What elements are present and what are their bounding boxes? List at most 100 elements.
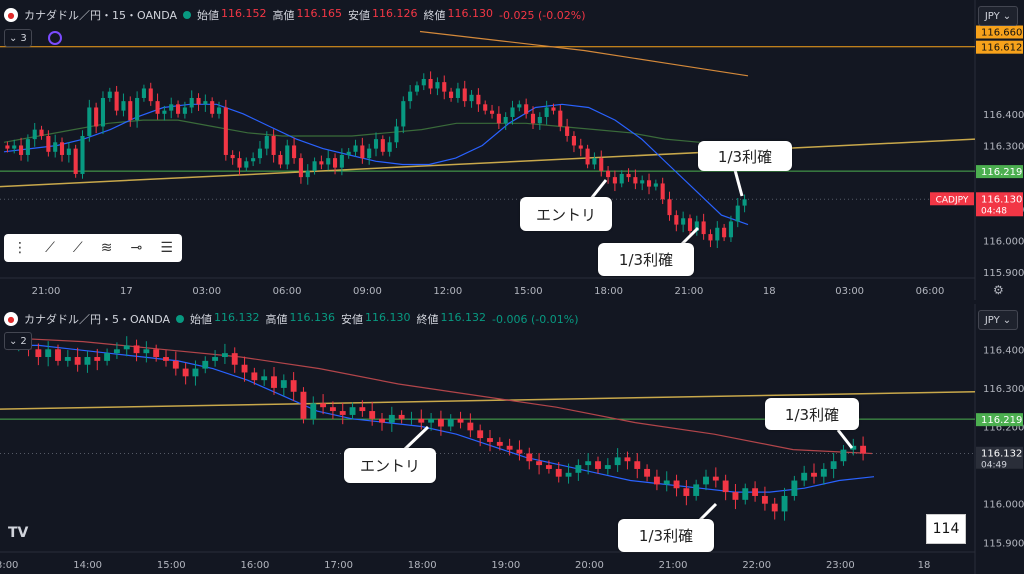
- candle-body: [121, 101, 126, 111]
- candle-body: [398, 414, 405, 419]
- annotation-take-profit-1[interactable]: 1/3利確: [698, 141, 792, 171]
- candle-body: [380, 139, 385, 152]
- candle-body: [329, 407, 336, 412]
- x-tick-label: 18: [918, 560, 931, 571]
- candle-body: [12, 145, 17, 149]
- gear-icon[interactable]: ⚙: [993, 283, 1004, 297]
- currency-select[interactable]: JPY ⌄: [978, 310, 1018, 330]
- y-tick-label: 115.900: [983, 268, 1024, 279]
- candle-body: [394, 126, 399, 143]
- x-tick-label: 21:00: [659, 560, 688, 571]
- x-tick-label: 13:00: [0, 560, 18, 571]
- y-tick-label: 116.000: [983, 236, 1024, 247]
- candle-body: [244, 161, 249, 168]
- candle-body: [708, 234, 713, 241]
- candle-body: [251, 372, 258, 381]
- candle-body: [544, 107, 549, 117]
- candle-body: [604, 465, 611, 469]
- currency-select[interactable]: JPY ⌄: [978, 6, 1018, 26]
- horizontal-ray-icon[interactable]: ⊸: [130, 240, 143, 256]
- candle-body: [319, 161, 324, 165]
- candle-body: [367, 148, 372, 159]
- candle-body: [687, 218, 693, 231]
- candle-body: [530, 113, 536, 124]
- callout-pointer: [403, 425, 430, 451]
- candle-body: [339, 154, 344, 168]
- candle-body: [660, 183, 665, 200]
- annotation-take-profit-1[interactable]: 1/3利確: [765, 398, 859, 430]
- moving-average-fast: [3, 103, 749, 226]
- candle-body: [237, 158, 242, 168]
- candle-body: [442, 82, 447, 92]
- annotation-entry[interactable]: エントリ: [344, 448, 436, 483]
- candle-body: [169, 104, 174, 111]
- candle-body: [840, 449, 847, 462]
- candle-body: [614, 457, 621, 466]
- trend-line-icon[interactable]: ⟋: [45, 240, 55, 256]
- indicators-toggle[interactable]: ⌄ 2: [4, 332, 32, 350]
- candle-body: [653, 476, 660, 485]
- candle-body: [153, 349, 160, 358]
- x-tick-label: 14:00: [73, 560, 102, 571]
- candle-body: [820, 468, 827, 477]
- candle-body: [241, 364, 248, 373]
- candle-body: [619, 173, 624, 184]
- candle-body: [830, 461, 837, 469]
- open-label: 始値: [190, 313, 213, 326]
- candle-body: [162, 110, 167, 114]
- y-tick-label: 116.200: [983, 422, 1024, 433]
- tradingview-logo[interactable]: TV: [8, 525, 29, 541]
- candle-body: [850, 445, 857, 450]
- symbol-title[interactable]: カナダドル／円・15・OANDA: [24, 9, 178, 22]
- candle-body: [701, 221, 706, 235]
- chart-pane-5m[interactable]: 116.400 116.300 116.200 116.000 115.900 13:00…: [0, 304, 1024, 574]
- candle-body: [414, 85, 420, 92]
- candle-body: [94, 357, 101, 361]
- countdown-value: 04:49: [981, 461, 1007, 471]
- candle-body: [536, 461, 543, 466]
- y-tick-label: 116.000: [983, 500, 1024, 511]
- drawing-toolbar: ⋮ ⟋ ⟋ ≋ ⊸ ☰: [4, 234, 182, 262]
- candle-body: [176, 104, 181, 114]
- parallel-lines-icon[interactable]: ☰: [160, 240, 173, 256]
- candle-body: [565, 126, 570, 136]
- fib-icon[interactable]: ≋: [100, 240, 113, 256]
- ray-icon[interactable]: ⟋: [72, 240, 83, 256]
- candle-body: [437, 418, 444, 427]
- candle-body: [310, 403, 317, 419]
- candle-body: [87, 107, 92, 136]
- candle-body: [230, 154, 235, 159]
- price-tag-value: 116.132: [981, 449, 1022, 460]
- candle-body: [182, 107, 187, 114]
- annotation-take-profit-2[interactable]: 1/3利確: [618, 519, 714, 552]
- candle-body: [80, 135, 85, 174]
- candle-body: [578, 145, 583, 149]
- candle-body: [771, 503, 778, 512]
- annotation-take-profit-2[interactable]: 1/3利確: [598, 243, 694, 276]
- indicator-eye-icon[interactable]: [48, 31, 62, 45]
- x-tick-label: 17:00: [324, 560, 353, 571]
- candle-body: [565, 472, 572, 477]
- candle-body: [369, 411, 376, 419]
- candle-body: [39, 129, 44, 136]
- price-tag: [976, 446, 1023, 469]
- candle-body: [703, 476, 709, 485]
- x-tick-label: 21:00: [674, 286, 703, 297]
- drag-handle-icon[interactable]: ⋮: [13, 240, 28, 256]
- candle-body: [285, 145, 290, 165]
- last-price-tag: [976, 192, 1023, 217]
- annotation-entry[interactable]: エントリ: [520, 197, 612, 231]
- x-tick-label: 03:00: [192, 286, 221, 297]
- candle-body: [612, 177, 617, 184]
- candle-body: [435, 82, 440, 89]
- symbol-title[interactable]: カナダドル／円・5・OANDA: [24, 313, 171, 326]
- candle-body: [640, 180, 645, 184]
- indicators-toggle[interactable]: ⌄ 3: [4, 29, 32, 47]
- chevron-down-icon: ⌄: [9, 335, 18, 347]
- candle-body: [644, 468, 651, 477]
- candle-body: [300, 391, 307, 419]
- candle-body: [571, 135, 576, 146]
- symbol-price-tag-label: CADJPY: [936, 195, 969, 205]
- currency-label: JPY: [984, 10, 1000, 22]
- candle-body: [192, 368, 199, 377]
